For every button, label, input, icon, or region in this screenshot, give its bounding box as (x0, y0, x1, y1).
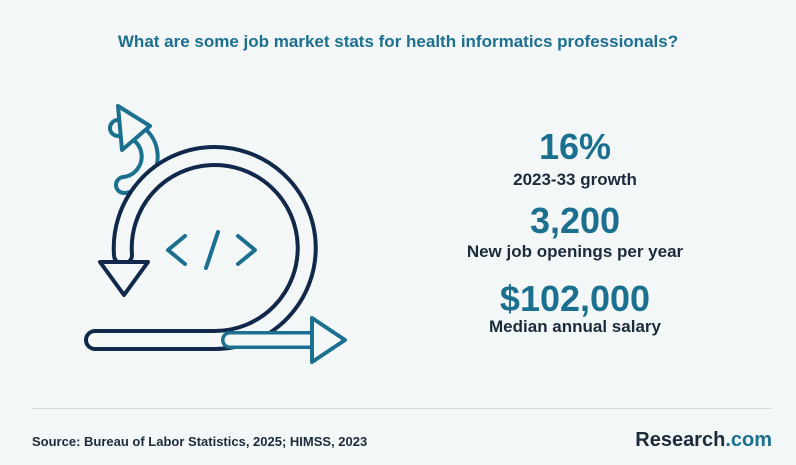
brand-suffix: .com (725, 429, 772, 451)
stat-label: New job openings per year (466, 242, 684, 261)
divider (32, 408, 772, 409)
cycle-icon (84, 104, 347, 364)
stat-value: $102,000 (499, 278, 651, 319)
title: What are some job market stats for healt… (117, 32, 679, 51)
brand: Research.com (635, 429, 772, 452)
stat-value: 3,200 (529, 200, 621, 241)
stat-label: 2023-33 growth (513, 170, 637, 189)
stat-value: 16% (538, 126, 612, 167)
source: Source: Bureau of Labor Statistics, 2025… (32, 434, 368, 449)
stat-label: Median annual salary (489, 317, 661, 336)
brand-name: Research (635, 429, 726, 451)
